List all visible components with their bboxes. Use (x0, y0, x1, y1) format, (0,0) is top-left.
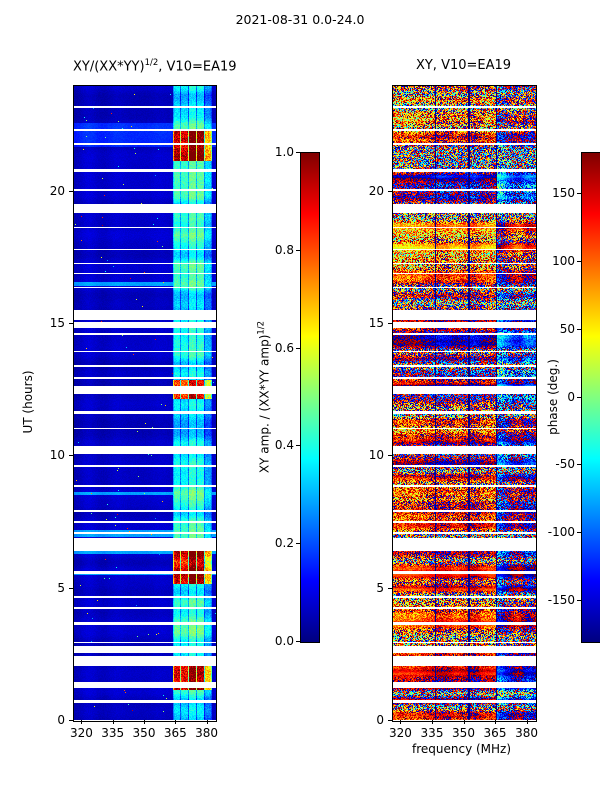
left-heatmap-image (74, 86, 216, 721)
left-colorbar-label-exponent: 1/2 (256, 320, 267, 335)
right-colorbar-gradient (582, 153, 600, 642)
left-ytick (69, 323, 73, 325)
left-xtick (81, 720, 83, 724)
left-xticklabel: 335 (101, 726, 125, 740)
left-yticklabel: 20 (49, 183, 65, 198)
right-ytick (388, 455, 392, 457)
right-xticklabel: 350 (452, 726, 475, 740)
left-colorbar-ticklabel: 0.0 (274, 634, 294, 648)
right-ytick (388, 720, 392, 721)
right-xticklabel: 380 (515, 726, 539, 740)
left-xticklabel: 365 (163, 726, 187, 740)
xaxis-label: frequency (MHz) (412, 742, 512, 756)
left-yaxis-label: UT (hours) (21, 370, 35, 434)
right-xtick (463, 720, 465, 724)
left-ytick (69, 720, 73, 721)
right-yticklabel: 0 (376, 713, 384, 727)
right-colorbar-tick (577, 464, 581, 466)
left-xtick (112, 720, 114, 724)
right-colorbar-tick (577, 328, 581, 330)
left-colorbar-tick (296, 249, 300, 251)
left-colorbar-label-main: XY amp. / (XX*YY amp) (257, 334, 272, 474)
right-ytick (388, 323, 392, 325)
left-panel-title: XY/(XX*YY)1/2, V10=EA19 (73, 58, 237, 75)
left-colorbar-tick (296, 641, 300, 642)
left-colorbar[interactable] (300, 152, 320, 643)
left-colorbar-ticklabel: 0.8 (274, 242, 294, 257)
right-yticklabel: 10 (368, 448, 384, 463)
right-colorbar-ticklabel: 100 (552, 253, 575, 268)
left-colorbar-ticklabel: 0.6 (274, 340, 294, 355)
right-heatmap-axes[interactable] (392, 85, 537, 722)
right-xtick (400, 720, 402, 724)
left-xticklabel: 350 (132, 726, 156, 740)
left-colorbar-label: XY amp. / (XX*YY amp)1/2 (257, 321, 272, 473)
left-colorbar-tick (296, 347, 300, 349)
right-colorbar-label: phase (deg.) (546, 359, 560, 435)
right-colorbar-tick (577, 532, 581, 534)
right-yticklabel: 20 (368, 183, 384, 198)
right-panel-title: XY, V10=EA19 (415, 58, 512, 73)
right-heatmap-image (393, 86, 536, 721)
right-colorbar-ticklabel: 50 (559, 321, 575, 336)
right-colorbar-ticklabel: -100 (547, 525, 575, 540)
right-ytick (388, 587, 392, 589)
right-colorbar-ticklabel: -150 (547, 593, 575, 608)
left-xtick (206, 720, 208, 724)
left-yticklabel: 0 (57, 713, 65, 727)
right-colorbar-tick (577, 396, 581, 398)
left-colorbar-tick (296, 543, 300, 545)
left-colorbar-ticklabel: 1.0 (274, 145, 294, 159)
left-ytick (69, 455, 73, 457)
left-xtick (144, 720, 145, 724)
left-xticklabel: 320 (69, 726, 93, 740)
left-title-main: XY/(XX*YY) (73, 59, 145, 75)
right-colorbar-tick (577, 192, 581, 194)
left-colorbar-ticklabel: 0.2 (274, 536, 294, 551)
left-xticklabel: 380 (195, 726, 219, 740)
left-ytick (69, 587, 73, 589)
right-colorbar-ticklabel: 150 (552, 185, 575, 200)
right-ytick (388, 190, 392, 192)
left-yticklabel: 5 (57, 580, 65, 595)
left-title-exponent: 1/2 (144, 58, 159, 68)
right-colorbar-tick (577, 260, 581, 262)
left-title-tail: , V10=EA19 (158, 59, 237, 75)
left-xtick (175, 720, 177, 724)
right-colorbar[interactable] (581, 152, 600, 643)
left-heatmap-axes[interactable] (73, 85, 217, 722)
left-yticklabel: 10 (49, 448, 65, 463)
left-colorbar-ticklabel: 0.4 (274, 438, 294, 453)
right-xtick (495, 720, 496, 724)
right-yticklabel: 15 (368, 316, 384, 331)
right-xtick (526, 720, 528, 724)
right-xtick (432, 720, 433, 724)
figure-suptitle: 2021-08-31 0.0-24.0 (235, 12, 365, 27)
right-colorbar-ticklabel: -50 (555, 457, 575, 472)
left-colorbar-tick (296, 152, 300, 153)
left-colorbar-tick (296, 445, 300, 447)
right-yticklabel: 5 (376, 580, 384, 595)
right-xticklabel: 320 (388, 726, 412, 740)
left-colorbar-gradient (301, 153, 319, 642)
right-colorbar-ticklabel: 0 (567, 389, 575, 404)
right-colorbar-tick (577, 600, 581, 602)
right-xticklabel: 335 (420, 726, 444, 740)
left-ytick (69, 190, 73, 192)
right-xticklabel: 365 (483, 726, 507, 740)
left-yticklabel: 15 (49, 316, 65, 331)
